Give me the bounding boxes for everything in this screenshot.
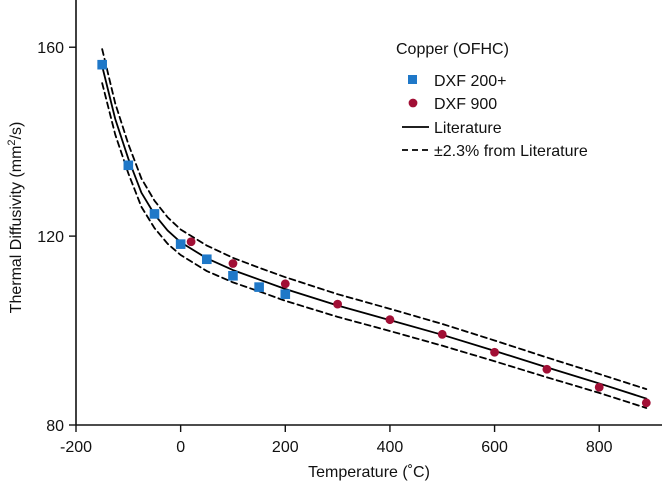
x-tick-label-400: 400 (377, 439, 404, 456)
legend: Copper (OFHC) DXF 200+ DXF 900 Literature ±2… (396, 41, 588, 160)
legend-title: Copper (OFHC) (396, 41, 509, 58)
y-axis-title-superscript: 2 (6, 139, 18, 145)
point-dxf-200-2 (149, 209, 160, 219)
point-dxf-900-1 (228, 259, 238, 268)
legend-label-dxf-900: DXF 900 (434, 96, 497, 113)
axis-titles: Temperature (˚C)Thermal Diffusivity (mm2… (6, 122, 430, 481)
point-dxf-200-7 (280, 289, 291, 299)
point-dxf-900-7 (542, 364, 552, 374)
y-axis-title-suffix: /s) (8, 122, 25, 140)
point-dxf-200-1 (123, 160, 134, 171)
series-line-2-3-from-literature-upper (101, 48, 648, 391)
point-dxf-900-0 (186, 237, 196, 247)
point-dxf-900-8 (594, 382, 604, 392)
point-dxf-900-3 (333, 299, 343, 309)
axes (75, 0, 662, 426)
point-dxf-200-6 (254, 282, 264, 292)
legend-label-dxf-200: DXF 200+ (434, 73, 506, 90)
point-dxf-900-4 (385, 315, 395, 325)
point-dxf-200-3 (175, 239, 186, 249)
x-tick-label-0: 0 (176, 439, 185, 456)
point-dxf-900-9 (641, 398, 651, 408)
y-tick-label-160: 160 (37, 40, 64, 57)
point-dxf-200-0 (97, 59, 107, 70)
series-lines (101, 48, 648, 409)
y-tick-label-80: 80 (46, 418, 64, 435)
x-axis-title: Temperature (˚C) (308, 464, 430, 481)
series-line-2-3-from-literature-lower (101, 82, 648, 409)
point-dxf-200-5 (228, 270, 238, 281)
point-dxf-200-4 (202, 254, 212, 265)
y-axis-title: Thermal Diffusivity (mm2/s) (6, 122, 25, 314)
legend-marker-dxf-900 (408, 98, 418, 108)
ticks: -200 0 200 400 600 800 80 120 160 (37, 40, 612, 456)
legend-label-dashed: ±2.3% from Literature (434, 143, 588, 160)
point-dxf-900-6 (490, 347, 499, 357)
series-line-literature (101, 65, 648, 400)
y-tick-label-120: 120 (37, 229, 64, 246)
y-axis-title-prefix: Thermal Diffusivity (mm (8, 146, 25, 314)
point-dxf-900-2 (280, 279, 290, 289)
legend-marker-dxf-200 (408, 75, 417, 84)
series-points (97, 59, 651, 408)
x-tick-label-800: 800 (586, 439, 613, 456)
x-tick-label-200: -200 (60, 439, 92, 456)
x-tick-label-600: 600 (481, 439, 508, 456)
legend-label-literature: Literature (434, 120, 502, 137)
x-tick-label-200: 200 (272, 439, 299, 456)
point-dxf-900-5 (437, 329, 447, 339)
